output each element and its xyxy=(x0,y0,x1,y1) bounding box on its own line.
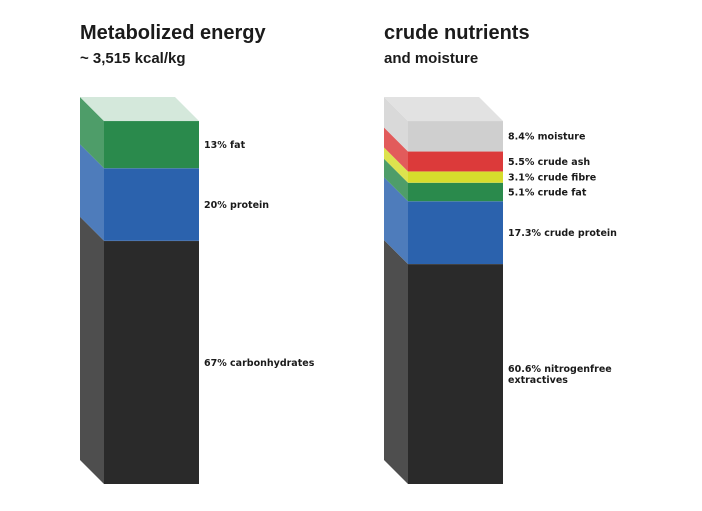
bar-segment-1-3 xyxy=(408,171,503,183)
segment-label-1-0: 60.6% nitrogenfree extractives xyxy=(508,364,612,386)
bar-side-1-0 xyxy=(384,240,408,484)
bar-side-0-2 xyxy=(80,97,104,169)
bar-top-1 xyxy=(384,97,503,121)
energy-chart-subtitle: ~ 3,515 kcal/kg xyxy=(80,50,186,67)
bar-segment-1-4 xyxy=(408,151,503,172)
segment-label-1-2: 5.1% crude fat xyxy=(508,187,587,198)
energy-chart-title: Metabolized energy xyxy=(80,22,266,44)
bar-side-1-3 xyxy=(384,147,408,183)
bar-side-1-2 xyxy=(384,158,408,202)
segment-label-0-2: 13% fat xyxy=(204,140,246,151)
bar-stack-1: 60.6% nitrogenfree extractives 17.3% crude… xyxy=(384,97,617,484)
segment-label-0-1: 20% protein xyxy=(204,200,269,211)
bar-side-0-1 xyxy=(80,144,104,241)
bar-segment-1-0 xyxy=(408,264,503,484)
bar-segment-0-2 xyxy=(104,121,199,169)
bar-segment-1-2 xyxy=(408,182,503,202)
segment-label-1-4: 5.5% crude ash xyxy=(508,157,590,168)
nutrients-chart-title: crude nutrients xyxy=(384,22,530,44)
bar-side-1-4 xyxy=(384,127,408,172)
bar-top-0 xyxy=(80,97,199,121)
segment-label-1-5: 8.4% moisture xyxy=(508,132,585,143)
bar-side-1-5 xyxy=(384,97,408,152)
bar-side-1-1 xyxy=(384,177,408,265)
bar-segment-1-5 xyxy=(408,121,503,152)
bar-segment-0-1 xyxy=(104,168,199,241)
bar-segment-1-1 xyxy=(408,201,503,265)
segment-label-1-3: 3.1% crude fibre xyxy=(508,173,596,184)
segment-label-1-1: 17.3% crude protein xyxy=(508,228,617,239)
segment-label-0-0: 67% carbonhydrates xyxy=(204,358,315,369)
nutrients-chart-subtitle: and moisture xyxy=(384,50,479,67)
bar-stack-0: 67% carbonhydrates 20% protein 13% fat xyxy=(80,97,315,485)
bar-side-0-0 xyxy=(80,216,104,485)
bar-segment-0-0 xyxy=(104,240,199,484)
